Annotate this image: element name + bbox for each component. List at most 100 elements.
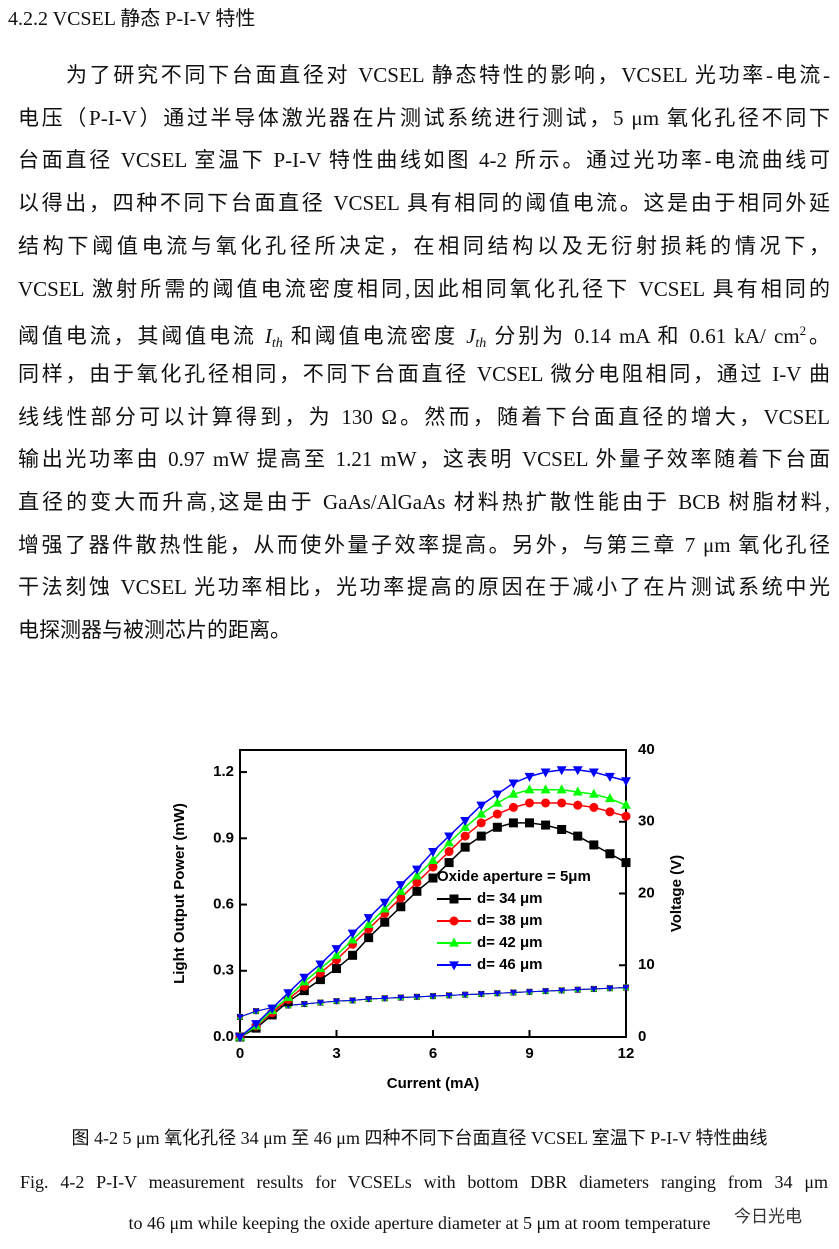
x-axis-label: Current (mA) [387, 1075, 480, 1092]
legend-label: d= 46 μm [477, 956, 542, 973]
voltage-point [510, 990, 517, 997]
power-point [428, 847, 438, 857]
text-line: 输出光功率由 0.97 mW 提高至 1.21 mW，这表明 VCSEL 外量子… [18, 447, 830, 472]
power-point [572, 766, 583, 776]
voltage-point [349, 998, 356, 1005]
power-point [251, 1020, 262, 1030]
text-run: I [264, 324, 272, 349]
y-tick-label: 0.9 [213, 829, 234, 846]
voltage-point [477, 991, 485, 998]
power-point [589, 802, 599, 812]
voltage-point [494, 990, 501, 997]
power-point [267, 1004, 278, 1014]
text-run: 阈值电流，其阈值电流 [18, 324, 265, 349]
power-point [235, 1033, 245, 1043]
legend-label: d= 42 μm [477, 934, 542, 951]
power-point [315, 975, 325, 985]
y2-tick-label: 40 [638, 741, 655, 758]
voltage-point [317, 1000, 324, 1007]
power-point [492, 797, 503, 807]
x-tick-label: 12 [618, 1045, 635, 1062]
caption-en: to 46 μm while keeping the oxide apertur… [128, 1213, 711, 1233]
y2-tick-label: 20 [638, 884, 655, 901]
power-point [588, 788, 599, 798]
power-point [331, 945, 342, 955]
power-point [557, 798, 567, 808]
power-point [395, 881, 406, 891]
voltage-point [445, 992, 453, 999]
y2-tick-label: 30 [638, 813, 655, 830]
power-point [444, 832, 455, 842]
power-point [348, 950, 358, 960]
text-line: 结构下阈值电流与氧化孔径所决定，在相同结构以及无衍射损耗的情况下， [18, 233, 830, 258]
power-point [396, 893, 406, 903]
power-point [460, 842, 470, 852]
power-point [444, 837, 455, 847]
text-line: VCSEL 激射所需的阈值电流密度相同,因此相同氧化孔径下 VCSEL 具有相同… [18, 276, 830, 301]
power-point [541, 798, 551, 808]
power-point [363, 919, 374, 929]
voltage-point [622, 985, 630, 992]
power-point [283, 989, 294, 999]
text-line: 以得出，四种不同下台面直径 VCSEL 具有相同的阈值电流。这是由于相同外延 [18, 191, 830, 216]
power-point [508, 779, 519, 789]
voltage-point [606, 985, 614, 992]
power-point [460, 821, 471, 831]
power-point [331, 949, 342, 959]
power-point [621, 777, 631, 787]
power-point [347, 934, 358, 944]
x-tick-label: 0 [236, 1045, 244, 1062]
power-point [556, 784, 567, 794]
power-point [363, 914, 374, 924]
power-point [395, 885, 406, 895]
power-point [347, 929, 358, 939]
power-point [572, 786, 583, 796]
power-point [411, 870, 422, 880]
x-tick-label: 3 [332, 1045, 340, 1062]
power-point [604, 793, 615, 803]
power-point [540, 784, 551, 794]
legend-marker [449, 916, 459, 926]
y-tick-label: 0.6 [213, 896, 234, 913]
y2-tick-label: 10 [638, 956, 655, 973]
y2-axis-label: Voltage (V) [668, 855, 685, 932]
power-point [525, 818, 534, 828]
power-point [492, 809, 502, 819]
power-point [621, 811, 631, 821]
power-point [364, 933, 374, 943]
text-line: 直径的变大而升高,这是由于 GaAs/AlGaAs 材料热扩散性能由于 BCB … [18, 490, 830, 514]
voltage-point [526, 989, 533, 996]
power-line [239, 788, 627, 1038]
text-line: 阈值电流，其阈值电流 Ith 和阈值电流密度 Jth 分别为 0.14 mA 和… [18, 318, 830, 357]
power-point [508, 802, 518, 812]
power-point [411, 865, 422, 875]
power-point [444, 847, 454, 857]
text-run: 和阈值电流密度 [282, 324, 467, 349]
text-run: 2 [799, 323, 807, 339]
voltage-point [236, 1014, 244, 1021]
power-point [604, 772, 615, 782]
text-line: 电探测器与被测芯片的距离。 [18, 618, 291, 643]
text-run: th [271, 336, 283, 352]
text-line: 干法刻蚀 VCSEL 光功率相比，光功率提高的原因在于减小了在片测试系统中光 [18, 575, 830, 600]
voltage-point [333, 998, 340, 1005]
power-point [492, 790, 503, 800]
text-run: 。 [806, 324, 831, 349]
caption-zh: 图 4-2 5 μm 氧化孔径 34 μm 至 46 μm 四种不同下台面直径 … [71, 1128, 768, 1148]
legend-label: d= 34 μm [477, 890, 542, 907]
power-point [476, 801, 487, 811]
y-axis-label: Light Output Power (mW) [171, 803, 188, 984]
power-point [460, 831, 470, 841]
text-run: J [466, 324, 476, 349]
caption-en: Fig. 4-2 P-I-V measurement results for V… [20, 1172, 828, 1192]
power-point [380, 917, 390, 927]
voltage-point [574, 987, 582, 994]
voltage-point [413, 994, 421, 1001]
power-point [525, 798, 534, 808]
power-point [540, 768, 551, 778]
section-title: 4.2.2 VCSEL 静态 P-I-V 特性 [8, 8, 256, 30]
text-run: th [475, 336, 487, 352]
x-tick-label: 9 [525, 1045, 533, 1062]
watermark: 今日光电 [730, 1200, 806, 1229]
voltage-point [301, 1001, 308, 1008]
